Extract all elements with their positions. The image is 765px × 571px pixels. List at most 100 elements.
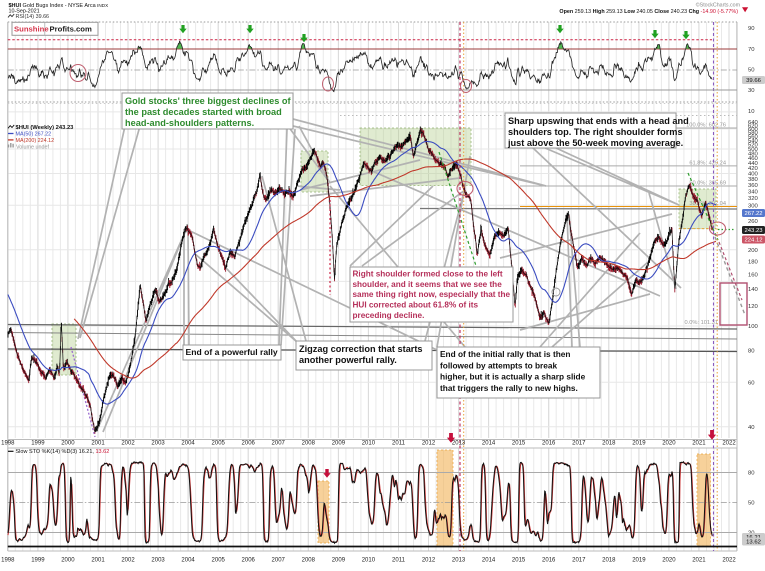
svg-text:2004: 2004 (181, 441, 195, 447)
svg-text:160: 160 (748, 272, 759, 278)
svg-text:same thing right now, especial: same thing right now, especially that th… (353, 290, 511, 299)
svg-text:70: 70 (748, 47, 755, 53)
svg-text:2000: 2000 (61, 558, 75, 564)
svg-text:head-and-shoulders patterns.: head-and-shoulders patterns. (125, 118, 254, 128)
svg-text:2008: 2008 (302, 558, 316, 564)
svg-text:40: 40 (748, 425, 755, 431)
svg-text:320: 320 (748, 196, 759, 202)
svg-text:80: 80 (748, 349, 755, 355)
svg-text:2021: 2021 (692, 558, 706, 564)
svg-text:100.0%: 602.76: 100.0%: 602.76 (686, 123, 726, 129)
svg-text:120: 120 (748, 304, 759, 310)
svg-text:2012: 2012 (422, 441, 436, 447)
svg-text:2008: 2008 (302, 441, 316, 447)
svg-text:460: 460 (748, 156, 759, 162)
svg-text:Sharp upswing that ends with a: Sharp upswing that ends with a head and (508, 116, 689, 126)
svg-text:200: 200 (748, 248, 759, 254)
svg-text:2005: 2005 (212, 441, 226, 447)
svg-text:2010: 2010 (362, 558, 376, 564)
svg-text:2013: 2013 (452, 441, 466, 447)
svg-text:2019: 2019 (632, 558, 646, 564)
svg-text:Zigzag correction that starts: Zigzag correction that starts (299, 344, 423, 354)
svg-text:2007: 2007 (272, 441, 286, 447)
svg-text:Profits.com: Profits.com (50, 25, 92, 34)
svg-text:higher, but it is actually a s: higher, but it is actually a sharp slide (440, 372, 586, 382)
svg-text:2003: 2003 (151, 441, 165, 447)
svg-text:the past decades started with: the past decades started with broad (125, 107, 282, 117)
svg-text:1998: 1998 (1, 441, 15, 447)
svg-text:2013: 2013 (452, 558, 466, 564)
svg-text:60: 60 (748, 380, 755, 386)
svg-text:267.22: 267.22 (744, 211, 762, 217)
svg-text:2010: 2010 (362, 441, 376, 447)
svg-text:2017: 2017 (572, 558, 586, 564)
svg-text:50.0%: 365.69: 50.0%: 365.69 (689, 181, 726, 187)
svg-text:13.62: 13.62 (746, 540, 761, 546)
svg-text:2001: 2001 (91, 441, 105, 447)
svg-text:140: 140 (748, 287, 759, 293)
svg-text:2022: 2022 (722, 558, 736, 564)
svg-text:90: 90 (748, 26, 755, 32)
svg-text:2014: 2014 (482, 558, 496, 564)
svg-text:just above the 50-week moving: just above the 50-week moving average. (507, 138, 683, 148)
svg-text:2002: 2002 (121, 558, 135, 564)
svg-text:50: 50 (748, 501, 755, 507)
svg-text:$HUI Gold Bugs Index - NYSE Ar: $HUI Gold Bugs Index - NYSE Arca INDX (9, 3, 109, 9)
svg-text:$HUI (Weekly) 243.23: $HUI (Weekly) 243.23 (16, 125, 75, 131)
svg-text:2006: 2006 (242, 441, 256, 447)
svg-text:480: 480 (748, 152, 759, 158)
svg-text:2020: 2020 (662, 558, 676, 564)
svg-text:300: 300 (748, 203, 759, 209)
svg-text:that triggers the rally to new: that triggers the rally to new highs. (440, 383, 578, 393)
svg-text:500: 500 (748, 147, 759, 153)
svg-text:Volume undef: Volume undef (16, 144, 49, 150)
svg-text:HUI corrected about 61.8% of i: HUI corrected about 61.8% of its (353, 301, 479, 310)
svg-text:©StockCharts.com: ©StockCharts.com (696, 2, 741, 9)
svg-text:preceding decline.: preceding decline. (353, 311, 425, 320)
svg-text:MA(50) 267.22: MA(50) 267.22 (16, 132, 52, 138)
svg-text:End of the initial rally that: End of the initial rally that is then (440, 349, 570, 359)
svg-text:2011: 2011 (392, 441, 406, 447)
svg-text:2002: 2002 (121, 441, 135, 447)
svg-text:RSI(14) 39.66: RSI(14) 39.66 (16, 14, 50, 20)
svg-text:2016: 2016 (542, 558, 556, 564)
svg-text:Gold stocks' three biggest dec: Gold stocks' three biggest declines of (125, 96, 291, 106)
svg-text:340: 340 (748, 190, 759, 196)
svg-text:2007: 2007 (272, 558, 286, 564)
svg-text:540: 540 (748, 139, 759, 145)
svg-text:2018: 2018 (602, 558, 616, 564)
svg-text:1999: 1999 (31, 441, 45, 447)
svg-text:224.12: 224.12 (744, 238, 762, 244)
svg-text:180: 180 (748, 259, 759, 265)
svg-text:shoulder, and it seems that we: shoulder, and it seems that we see the (353, 280, 503, 289)
svg-text:520: 520 (748, 143, 759, 149)
svg-text:2006: 2006 (242, 558, 256, 564)
svg-text:580: 580 (748, 131, 759, 137)
svg-text:560: 560 (748, 135, 759, 141)
svg-text:10-Sep-2021: 10-Sep-2021 (9, 8, 40, 14)
svg-text:360: 360 (748, 183, 759, 189)
svg-text:50: 50 (748, 67, 755, 73)
svg-text:2019: 2019 (632, 441, 646, 447)
svg-text:2004: 2004 (181, 558, 195, 564)
svg-text:30: 30 (748, 88, 755, 94)
svg-text:2018: 2018 (602, 441, 616, 447)
svg-text:80: 80 (748, 471, 755, 477)
svg-text:shoulders top. The right shoul: shoulders top. The right shoulder forms (508, 127, 683, 137)
svg-text:2016: 2016 (542, 441, 556, 447)
svg-text:61.8%: 429.24: 61.8%: 429.24 (689, 160, 726, 166)
svg-text:620: 620 (748, 123, 759, 129)
svg-text:End of a powerful rally: End of a powerful rally (186, 347, 278, 357)
svg-text:Open 259.13 High 259.13 Low 24: Open 259.13 High 259.13 Low 240.05 Close… (559, 9, 738, 15)
svg-text:Sunshine: Sunshine (14, 25, 49, 34)
svg-text:1998: 1998 (1, 558, 15, 564)
svg-text:2021: 2021 (692, 441, 706, 447)
svg-text:2020: 2020 (662, 441, 676, 447)
svg-text:2022: 2022 (722, 441, 736, 447)
svg-text:420: 420 (748, 166, 759, 172)
svg-text:260: 260 (748, 219, 759, 225)
svg-text:2011: 2011 (392, 558, 406, 564)
svg-text:followed by attempts to break: followed by attempts to break (440, 360, 557, 370)
svg-text:1999: 1999 (31, 558, 45, 564)
svg-text:2014: 2014 (482, 441, 496, 447)
